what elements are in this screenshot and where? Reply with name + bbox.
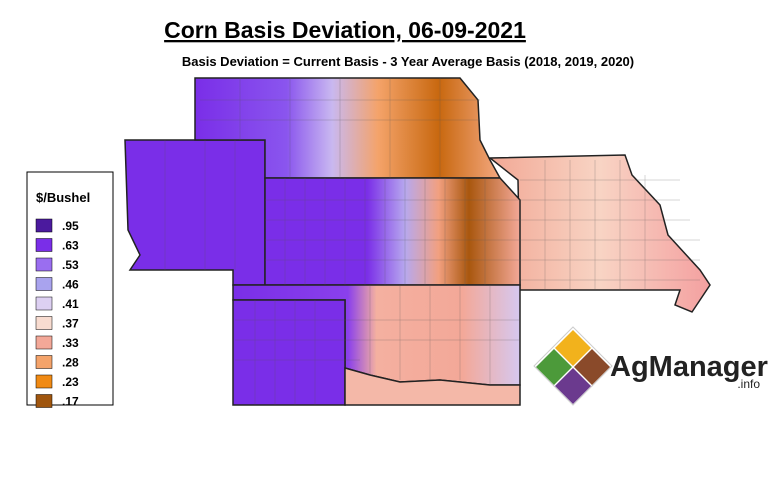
state-missouri (487, 154, 711, 313)
legend-swatch (35, 355, 53, 369)
legend-label: .17 (62, 395, 79, 409)
subtitle: Basis Deviation = Current Basis - 3 Year… (182, 54, 634, 69)
legend-swatch (35, 394, 53, 408)
state-nebraska (194, 77, 502, 179)
legend-items: .95 .63 .53 .46 .41 .37 .33 .28 .23 .17 (35, 218, 79, 409)
legend-label: .46 (62, 278, 79, 292)
legend-label: .41 (62, 297, 79, 311)
map (124, 77, 711, 406)
legend-swatch (35, 335, 53, 350)
legend-label: .95 (62, 219, 79, 233)
legend-swatch (35, 316, 53, 330)
legend-swatch (35, 238, 53, 252)
legend-swatch (35, 374, 53, 389)
legend-swatch (35, 296, 53, 311)
legend-swatch (35, 277, 53, 291)
legend-label: .37 (62, 317, 79, 331)
legend-label: .33 (62, 336, 79, 350)
state-kansas (264, 177, 521, 286)
legend-label: .63 (62, 239, 79, 253)
legend-label: .23 (62, 375, 79, 389)
legend-swatch (35, 257, 53, 272)
state-texas-panhandle (232, 299, 346, 406)
legend-title: $/Bushel (36, 190, 90, 205)
logo-sun (555, 330, 591, 366)
title: Corn Basis Deviation, 06-09-2021 (164, 17, 526, 43)
logo-cattle (574, 349, 610, 385)
legend-label: .28 (62, 356, 79, 370)
logo-name: AgManager (610, 351, 768, 383)
logo: AgManager .info (533, 326, 768, 406)
state-colorado (124, 139, 266, 286)
logo-chart (555, 368, 591, 404)
legend-swatch (35, 218, 53, 233)
logo-suffix: .info (737, 377, 760, 391)
logo-crop (536, 349, 572, 385)
legend-label: .53 (62, 258, 79, 272)
county-lines (164, 78, 700, 405)
